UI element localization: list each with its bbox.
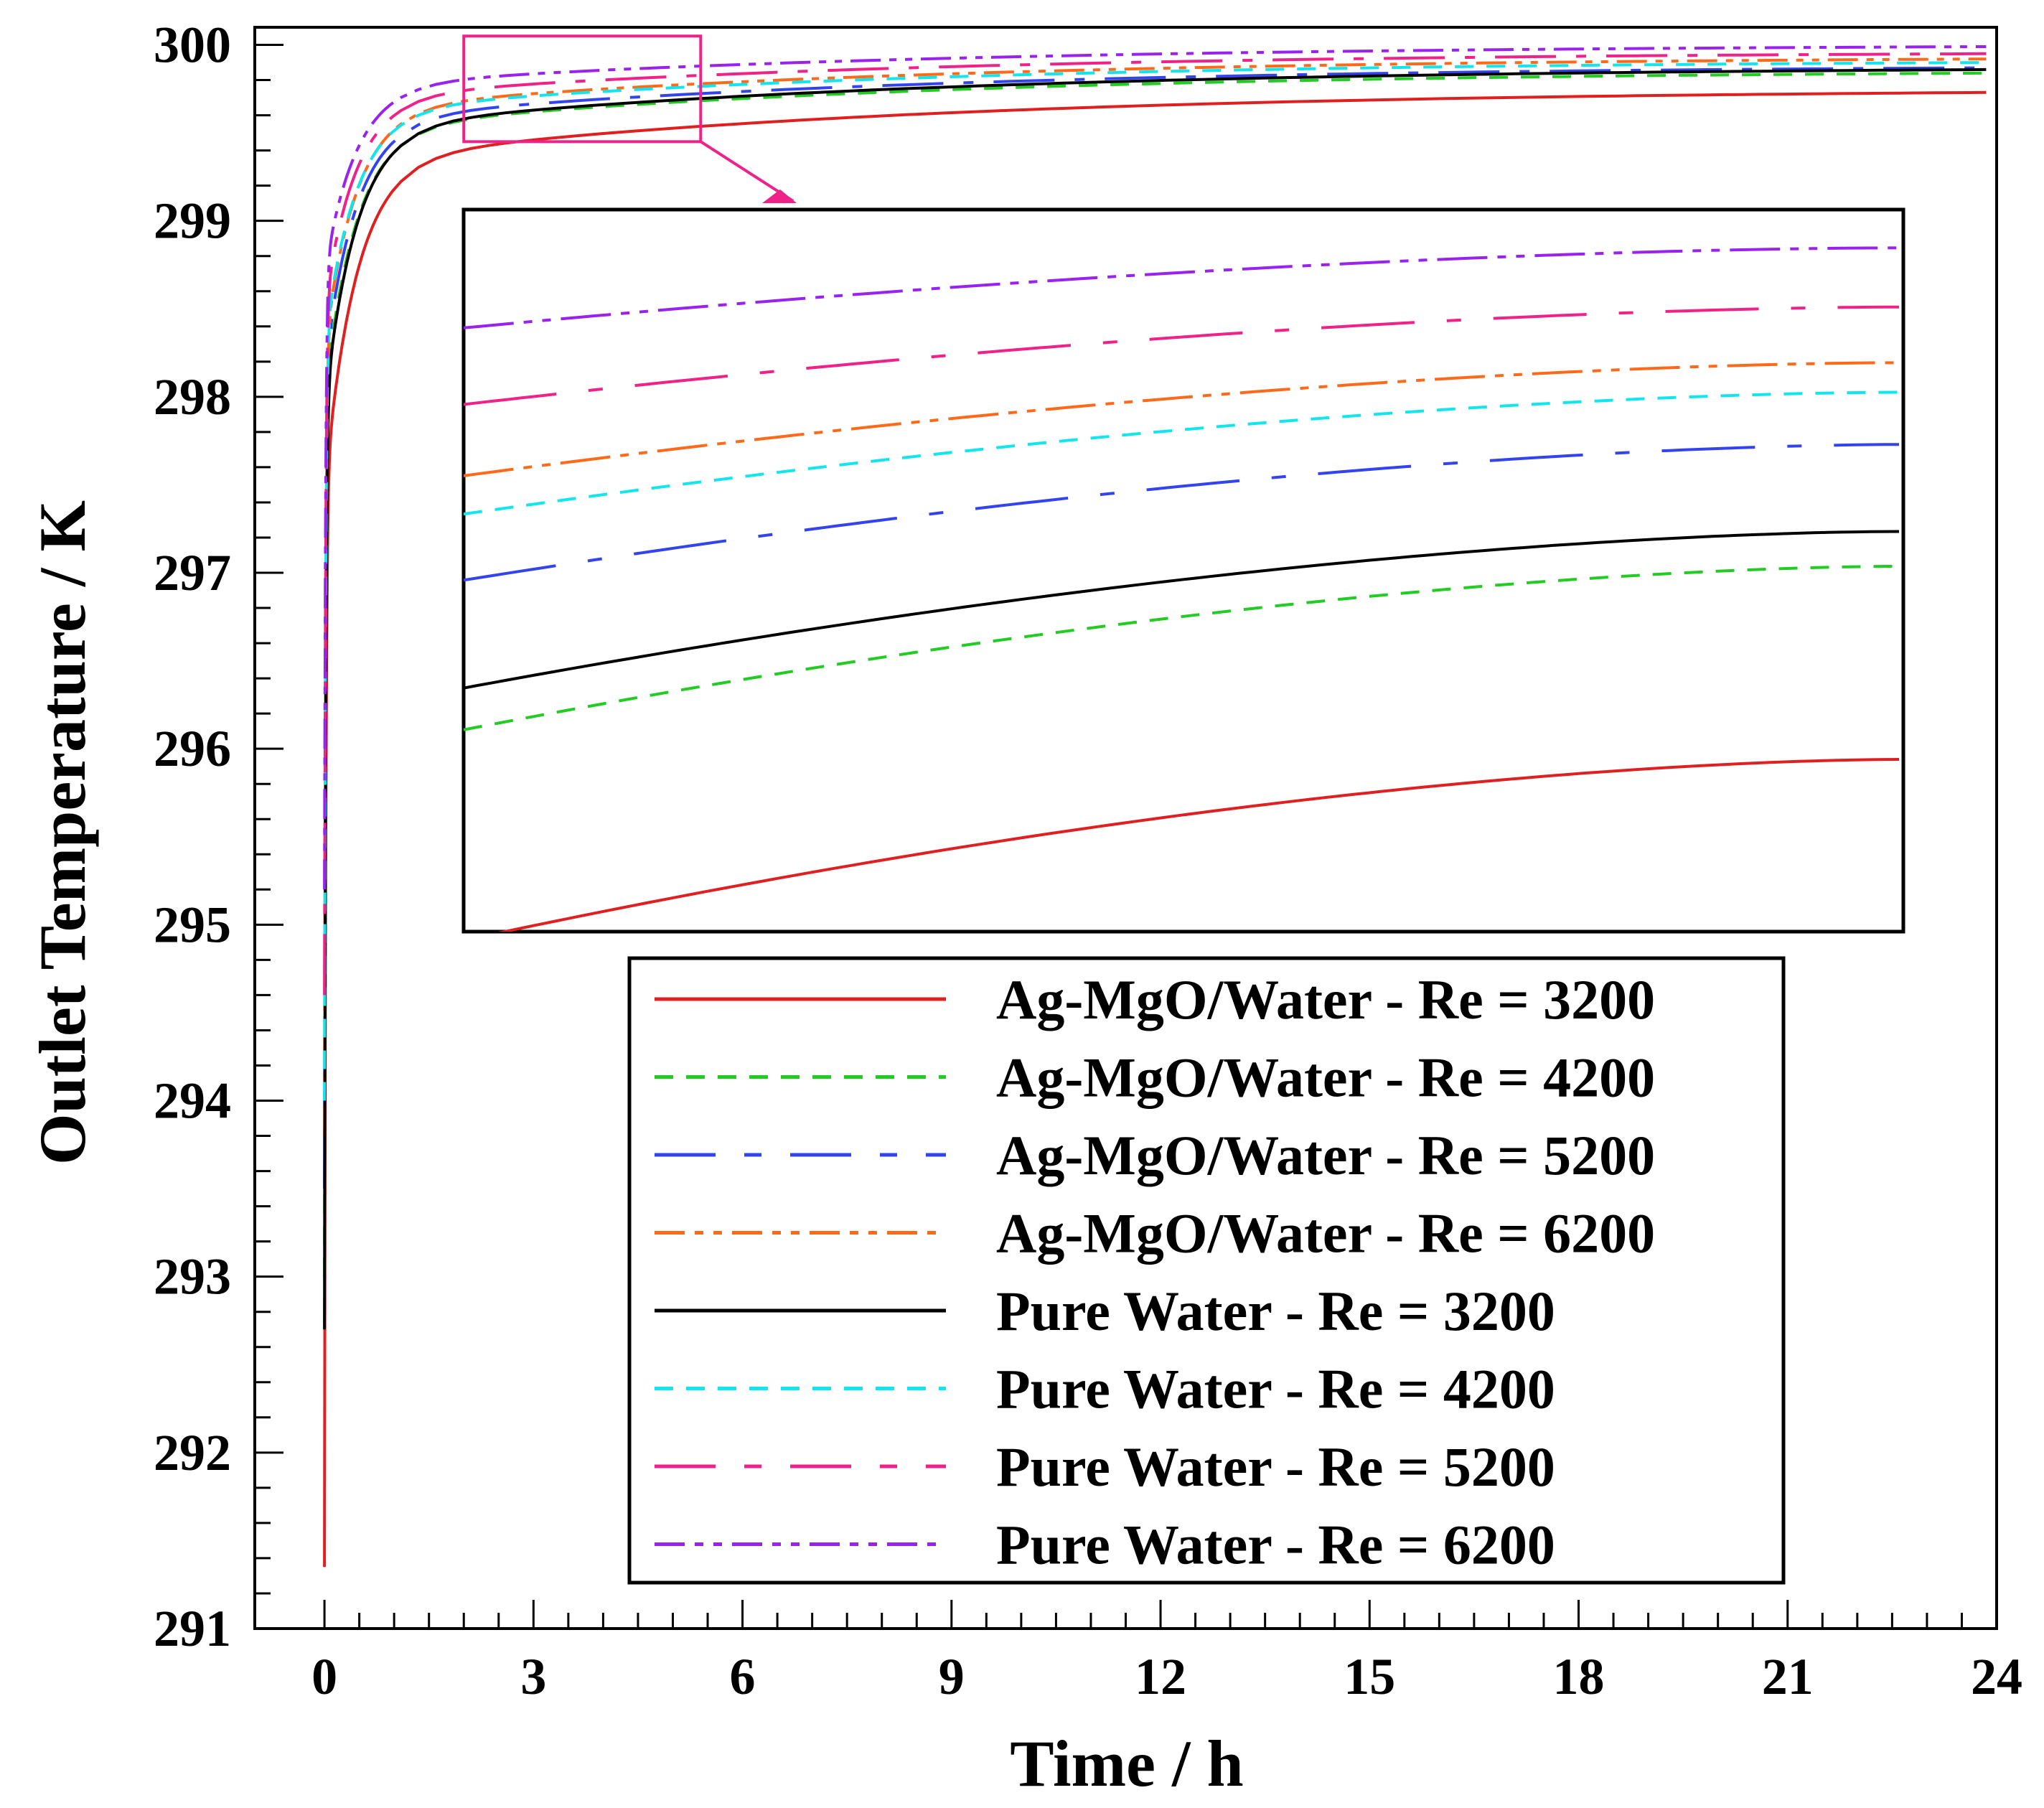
inset-series-line-6 <box>464 390 1900 516</box>
legend-label-5: Pure Water - Re = 3200 <box>996 1280 1555 1342</box>
x-tick-label: 6 <box>730 1648 756 1705</box>
x-tick-label: 0 <box>311 1648 337 1705</box>
legend-label-3: Ag-MgO/Water - Re = 5200 <box>996 1124 1655 1186</box>
series-line-1 <box>323 90 1987 1568</box>
inset-plot <box>461 207 1905 934</box>
x-tick-label: 18 <box>1553 1648 1605 1705</box>
legend-label-8: Pure Water - Re = 6200 <box>996 1514 1555 1576</box>
tick-labels: 0 3 6 9 12 15 18 21 24 291 292 293 294 295 296 297 298 29… <box>154 17 2022 1705</box>
series-line-7 <box>323 52 1987 996</box>
series-line-8 <box>323 45 1987 890</box>
series-lines <box>323 45 1987 1568</box>
y-tick-label: 294 <box>154 1072 231 1130</box>
series-line-5 <box>323 67 1987 1330</box>
y-tick-label: 297 <box>154 544 231 601</box>
y-tick-label: 292 <box>154 1424 231 1481</box>
axis-ticks <box>255 44 1998 1630</box>
inset-series-line-1 <box>497 758 1900 932</box>
x-tick-label: 9 <box>939 1648 965 1705</box>
legend-label-2: Ag-MgO/Water - Re = 4200 <box>996 1046 1655 1109</box>
legend-label-6: Pure Water - Re = 4200 <box>996 1358 1555 1420</box>
inset-series-line-2 <box>464 564 1900 731</box>
y-axis-title: Outlet Temperature / K <box>26 500 99 1165</box>
y-tick-label: 296 <box>154 720 231 777</box>
inset-series-line-3 <box>464 443 1899 582</box>
inset-series-line-8 <box>464 246 1900 329</box>
x-tick-label: 21 <box>1762 1648 1814 1705</box>
legend-label-1: Ag-MgO/Water - Re = 3200 <box>996 968 1655 1031</box>
y-tick-label: 291 <box>154 1600 231 1657</box>
zoom-box <box>462 34 703 144</box>
zoom-indicator <box>462 34 797 203</box>
inset-series-line-4 <box>464 361 1900 477</box>
inset-series-line-5 <box>464 530 1900 690</box>
x-axis-title: Time / h <box>1010 1727 1243 1800</box>
series-line-6 <box>323 61 1987 1101</box>
legend: Ag-MgO/Water - Re = 3200 Ag-MgO/Water - R… <box>627 956 1786 1585</box>
inset-border <box>461 207 1905 934</box>
legend-label-4: Ag-MgO/Water - Re = 6200 <box>996 1202 1655 1265</box>
y-tick-label: 299 <box>154 192 231 250</box>
x-tick-label: 12 <box>1135 1648 1186 1705</box>
y-tick-label: 295 <box>154 896 231 953</box>
inset-lines <box>464 246 1900 932</box>
y-tick-label: 298 <box>154 368 231 426</box>
legend-label-7: Pure Water - Re = 5200 <box>996 1435 1555 1498</box>
zoom-arrow-line <box>700 140 794 202</box>
x-tick-label: 3 <box>520 1648 546 1705</box>
x-tick-label: 15 <box>1344 1648 1395 1705</box>
legend-box <box>627 956 1786 1585</box>
inset-series-line-7 <box>464 305 1899 406</box>
x-tick-label: 24 <box>1971 1648 2022 1705</box>
series-line-3 <box>323 66 1987 1189</box>
zoom-arrow-head <box>762 189 797 203</box>
y-tick-label: 293 <box>154 1248 231 1306</box>
y-tick-label: 300 <box>154 17 231 74</box>
